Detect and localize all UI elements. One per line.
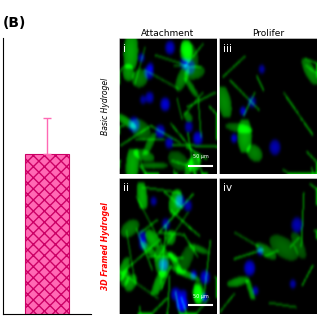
- Title: Attachment: Attachment: [141, 28, 195, 38]
- Title: Prolifer: Prolifer: [252, 28, 284, 38]
- Text: iii: iii: [223, 44, 232, 54]
- Text: 3D Framed Hydrogel: 3D Framed Hydrogel: [100, 202, 110, 290]
- Text: i: i: [123, 44, 126, 54]
- Text: 50 μm: 50 μm: [193, 294, 208, 299]
- Bar: [25, 154, 69, 314]
- Text: ii: ii: [123, 183, 129, 194]
- Text: (B): (B): [3, 16, 27, 30]
- Text: 50 μm: 50 μm: [193, 154, 208, 159]
- Text: Basic Hydrogel: Basic Hydrogel: [100, 77, 110, 135]
- Text: iv: iv: [223, 183, 233, 194]
